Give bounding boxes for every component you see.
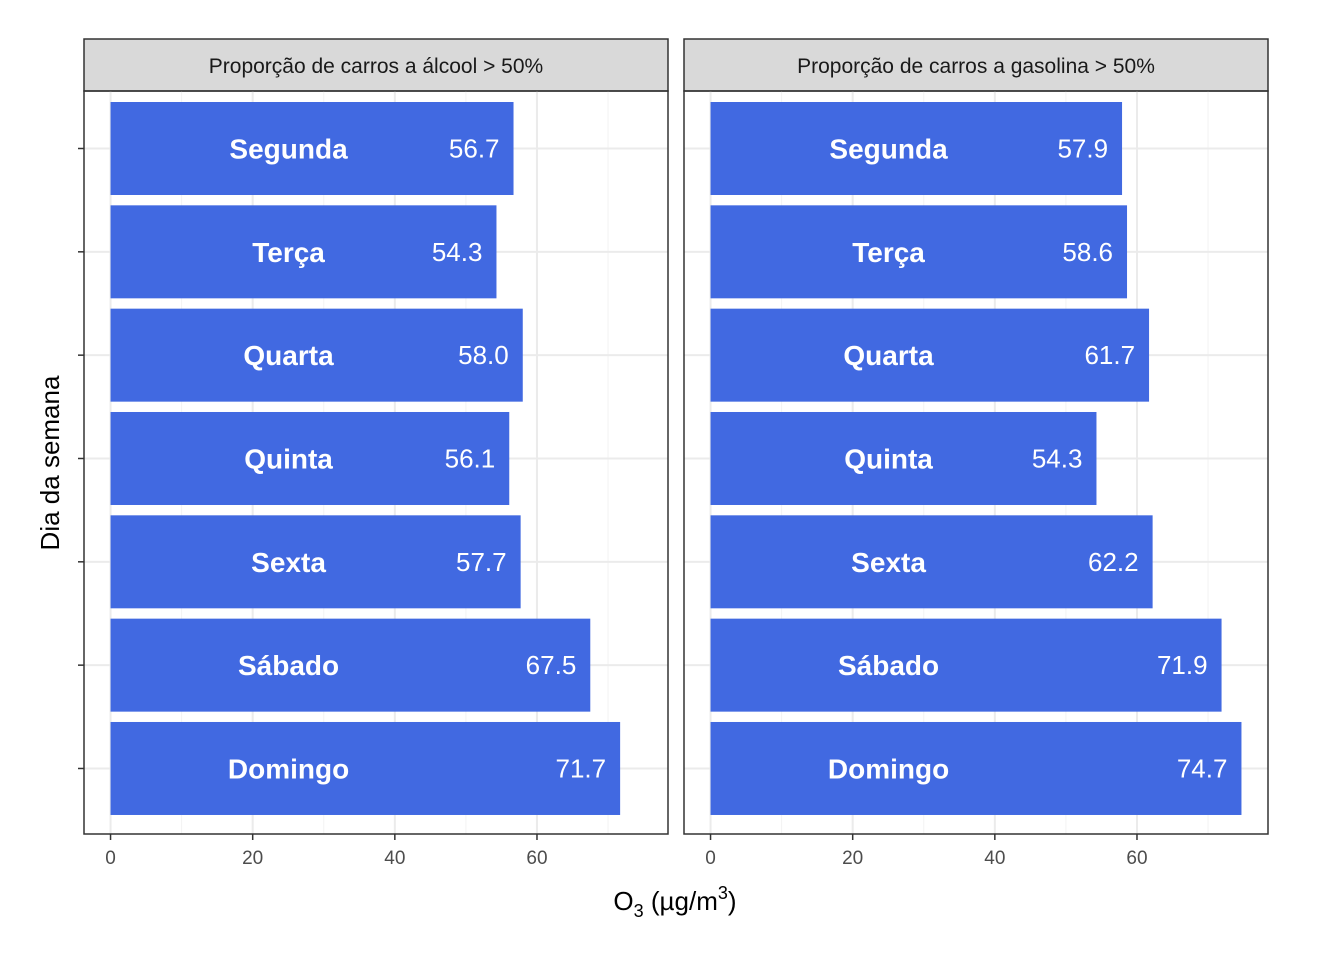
- bar: [710, 721, 1242, 815]
- bar-category-label: Sexta: [251, 547, 326, 578]
- bar-category-label: Segunda: [829, 134, 948, 165]
- bar: [110, 308, 523, 402]
- bar: [110, 618, 591, 712]
- bar: [710, 102, 1123, 195]
- facet-strip: [683, 38, 1269, 92]
- bar-value-label: 62.2: [1088, 547, 1139, 577]
- bar: [710, 411, 1097, 505]
- bar-value-label: 56.7: [449, 134, 500, 164]
- bar-category-label: Domingo: [828, 753, 949, 784]
- bar-value-label: 58.0: [458, 340, 509, 370]
- facet-panel-2: Proporção de carros a gasolina > 50% Segu…: [683, 38, 1269, 869]
- bar-category-label: Quinta: [844, 443, 933, 474]
- bar-category-label: Quarta: [843, 340, 934, 371]
- bar-category-label: Terça: [852, 237, 925, 268]
- x-tick-label: 0: [105, 848, 116, 869]
- bar: [710, 515, 1153, 609]
- bar-value-label: 74.7: [1177, 753, 1228, 783]
- facet-strip-label: Proporção de carros a gasolina > 50%: [797, 55, 1155, 78]
- facet-panel-1: Proporção de carros a álcool > 50% Segund…: [78, 38, 669, 869]
- bar-category-label: Sábado: [238, 650, 339, 681]
- bar: [110, 102, 514, 195]
- bar-category-label: Segunda: [229, 134, 348, 165]
- bar-value-label: 57.7: [456, 547, 507, 577]
- bar-value-label: 54.3: [432, 237, 483, 267]
- bar-category-label: Quinta: [244, 443, 333, 474]
- x-tick-label: 20: [242, 848, 263, 869]
- x-tick-label: 0: [705, 848, 716, 869]
- y-axis-title: Dia da semana: [35, 375, 65, 550]
- bar: [710, 618, 1222, 712]
- facet-strip-label: Proporção de carros a álcool > 50%: [209, 55, 543, 78]
- bar-value-label: 54.3: [1032, 443, 1083, 473]
- x-axis-title: O3 (µg/m3): [613, 883, 736, 921]
- bar: [110, 205, 497, 299]
- panel-border: [83, 90, 669, 835]
- bar: [110, 411, 510, 505]
- x-tick-label: 20: [842, 848, 863, 869]
- x-tick-label: 40: [384, 848, 405, 869]
- bar-category-label: Terça: [252, 237, 325, 268]
- bar: [110, 515, 521, 609]
- bar-value-label: 71.9: [1157, 650, 1208, 680]
- bar: [710, 308, 1150, 402]
- x-tick-label: 40: [984, 848, 1005, 869]
- bar-value-label: 61.7: [1084, 340, 1135, 370]
- bar-category-label: Sábado: [838, 650, 939, 681]
- bar-category-label: Sexta: [851, 547, 926, 578]
- bar: [710, 205, 1128, 299]
- bar: [110, 721, 621, 815]
- bar-category-label: Domingo: [228, 753, 349, 784]
- x-tick-label: 60: [1126, 848, 1147, 869]
- bar-category-label: Quarta: [243, 340, 334, 371]
- bar-value-label: 71.7: [556, 753, 607, 783]
- bar-value-label: 67.5: [526, 650, 577, 680]
- bar-value-label: 57.9: [1057, 134, 1108, 164]
- bar-value-label: 58.6: [1062, 237, 1113, 267]
- panel-border: [683, 90, 1269, 835]
- x-tick-label: 60: [526, 848, 547, 869]
- facet-strip: [83, 38, 669, 92]
- bar-value-label: 56.1: [445, 443, 496, 473]
